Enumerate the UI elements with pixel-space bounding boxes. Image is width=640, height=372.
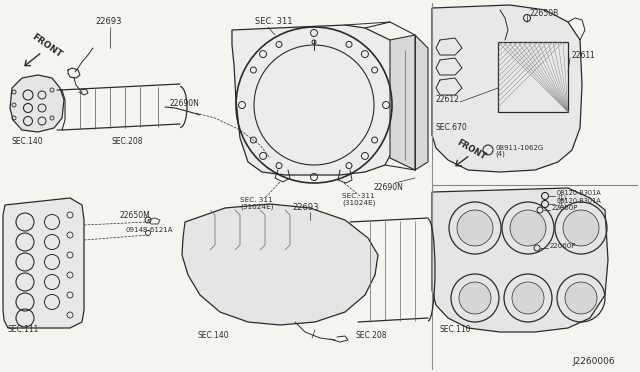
Text: 22612: 22612 (435, 96, 459, 105)
Text: SEC.208: SEC.208 (112, 138, 143, 147)
Circle shape (541, 192, 548, 199)
Text: SEC. 311: SEC. 311 (342, 193, 374, 199)
Polygon shape (432, 5, 582, 172)
Circle shape (457, 210, 493, 246)
Text: 22611: 22611 (572, 51, 596, 60)
Text: (1): (1) (557, 195, 566, 201)
Polygon shape (390, 35, 428, 170)
Circle shape (563, 210, 599, 246)
Text: 22650M: 22650M (120, 211, 151, 219)
Circle shape (565, 282, 597, 314)
Text: 22060P: 22060P (552, 205, 579, 211)
Polygon shape (10, 75, 64, 132)
Text: 22060P: 22060P (550, 243, 577, 249)
Text: SEC.670: SEC.670 (435, 124, 467, 132)
Text: SEC.208: SEC.208 (355, 330, 387, 340)
Text: SEC. 311: SEC. 311 (255, 17, 292, 26)
Text: (1): (1) (557, 203, 566, 209)
Text: J2260006: J2260006 (572, 357, 614, 366)
Text: FRONT: FRONT (30, 32, 63, 60)
Text: 22693: 22693 (95, 17, 122, 26)
Polygon shape (3, 198, 84, 328)
Polygon shape (182, 204, 378, 325)
Text: 08120-B301A: 08120-B301A (557, 198, 602, 204)
Circle shape (510, 210, 546, 246)
Text: 08120-B301A: 08120-B301A (557, 190, 602, 196)
Text: 22690N: 22690N (374, 183, 404, 192)
Text: SEC.110: SEC.110 (440, 326, 472, 334)
Text: (31024E): (31024E) (240, 204, 273, 210)
Text: 09148-6121A: 09148-6121A (125, 227, 173, 233)
Text: SEC. 311: SEC. 311 (240, 197, 273, 203)
Text: 22650B: 22650B (530, 10, 559, 19)
Circle shape (459, 282, 491, 314)
Circle shape (541, 201, 548, 208)
Circle shape (512, 282, 544, 314)
Text: 08911-1062G: 08911-1062G (495, 145, 543, 151)
Text: SEC.140: SEC.140 (198, 330, 230, 340)
Text: 22690N: 22690N (170, 99, 200, 108)
Bar (498, 42, 568, 112)
Text: (4): (4) (495, 151, 505, 157)
Text: SEC.111: SEC.111 (8, 326, 40, 334)
Text: SEC.140: SEC.140 (12, 138, 44, 147)
Polygon shape (432, 188, 608, 332)
Polygon shape (232, 25, 400, 175)
Text: 22693: 22693 (292, 203, 319, 212)
Text: FRONT: FRONT (455, 138, 487, 162)
Text: (31024E): (31024E) (342, 200, 376, 206)
